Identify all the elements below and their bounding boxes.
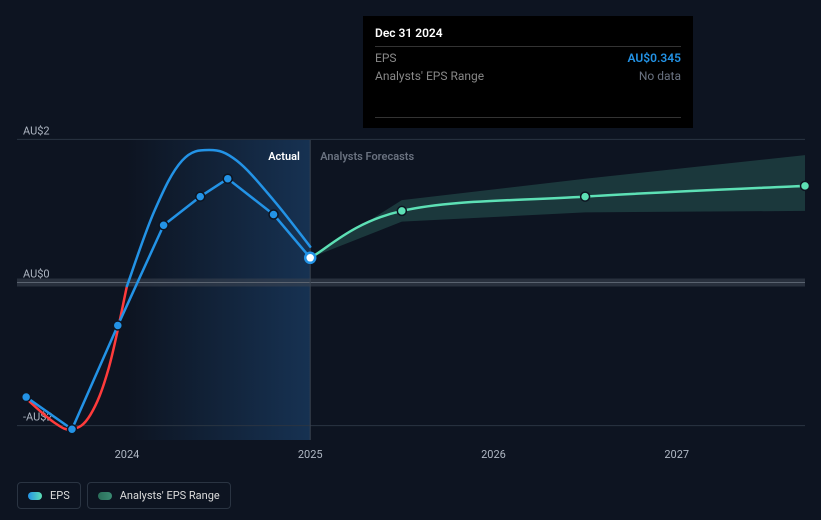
actual-region-label: Actual — [268, 150, 300, 163]
legend-label: EPS — [50, 489, 70, 502]
svg-text:2027: 2027 — [664, 448, 689, 461]
legend-label: Analysts' EPS Range — [120, 489, 220, 502]
chart-legend: EPS Analysts' EPS Range — [17, 482, 231, 509]
legend-swatch — [28, 492, 42, 500]
legend-item-eps[interactable]: EPS — [17, 482, 81, 509]
svg-text:2024: 2024 — [115, 448, 140, 461]
tooltip-date: Dec 31 2024 — [375, 26, 681, 47]
svg-text:2026: 2026 — [481, 448, 506, 461]
eps-chart: AU$2AU$0-AU$22024202520262027 Actual Ana… — [0, 0, 821, 520]
tooltip-row-label: EPS — [375, 51, 397, 65]
tooltip-row-value: No data — [639, 69, 681, 83]
tooltip-row-value: AU$0.345 — [628, 51, 681, 65]
svg-text:AU$2: AU$2 — [23, 124, 50, 137]
svg-text:AU$0: AU$0 — [23, 268, 50, 281]
legend-swatch — [98, 492, 112, 500]
legend-item-range[interactable]: Analysts' EPS Range — [87, 482, 231, 509]
svg-text:2025: 2025 — [298, 448, 323, 461]
tooltip-row-label: Analysts' EPS Range — [375, 69, 484, 83]
forecast-region-label: Analysts Forecasts — [320, 150, 414, 163]
chart-tooltip: Dec 31 2024 EPS AU$0.345 Analysts' EPS R… — [363, 16, 693, 128]
